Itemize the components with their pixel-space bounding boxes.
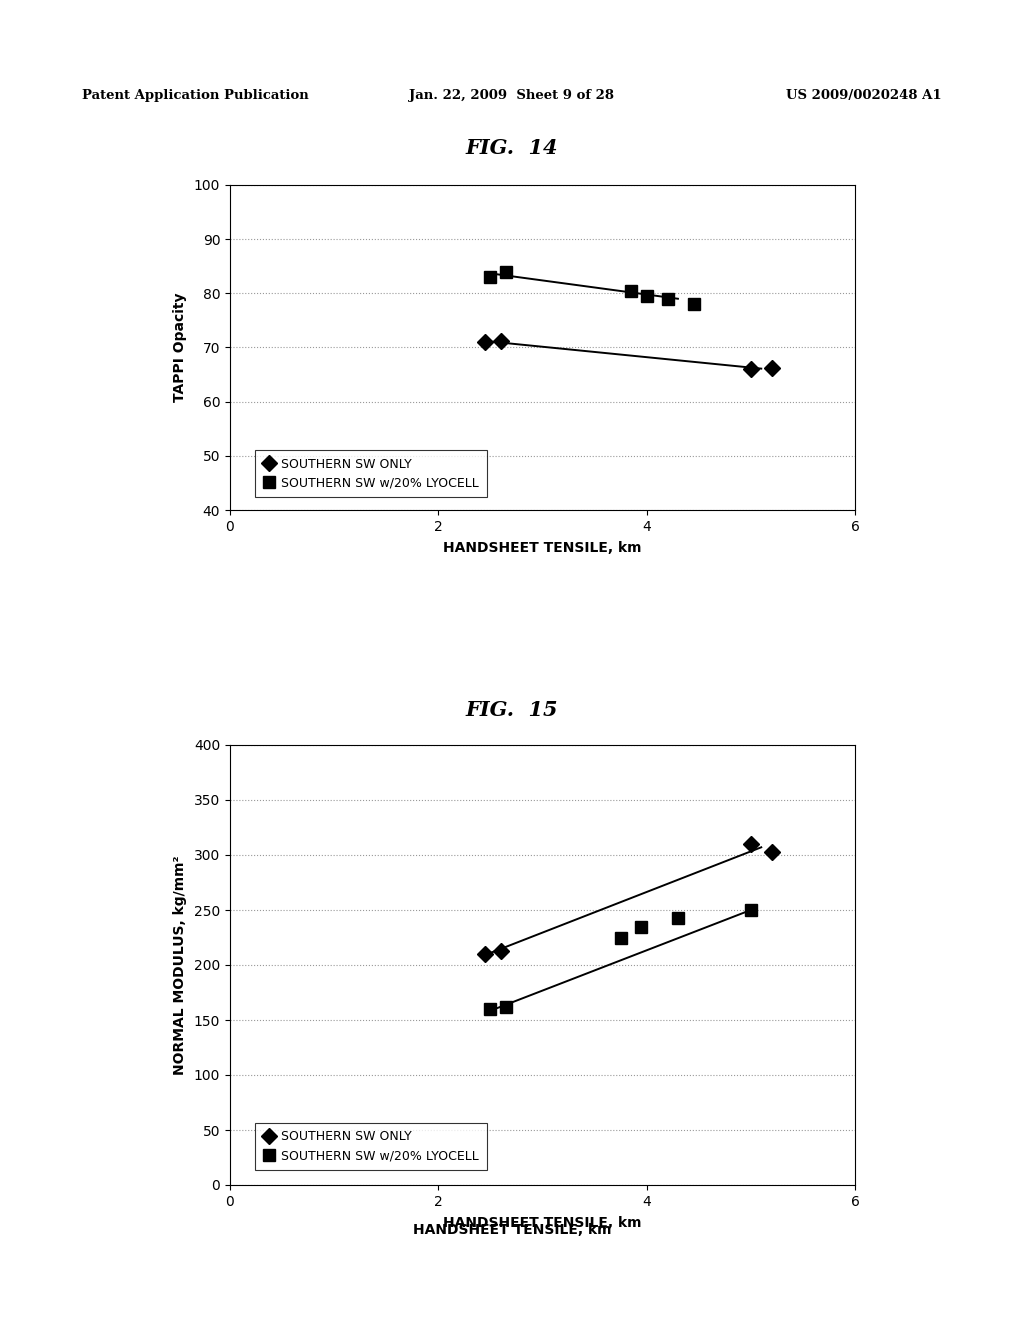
SOUTHERN SW w/20% LYOCELL — [662, 290, 674, 306]
X-axis label: HANDSHEET TENSILE, km: HANDSHEET TENSILE, km — [443, 1216, 642, 1230]
SOUTHERN SW w/20% LYOCELL — [614, 929, 627, 945]
SOUTHERN SW ONLY — [744, 836, 757, 851]
Line: SOUTHERN SW ONLY: SOUTHERN SW ONLY — [479, 838, 777, 960]
Legend: SOUTHERN SW ONLY, SOUTHERN SW w/20% LYOCELL: SOUTHERN SW ONLY, SOUTHERN SW w/20% LYOC… — [255, 450, 486, 498]
SOUTHERN SW ONLY — [479, 946, 492, 962]
SOUTHERN SW w/20% LYOCELL — [500, 264, 512, 280]
SOUTHERN SW ONLY — [744, 362, 757, 378]
SOUTHERN SW w/20% LYOCELL — [641, 288, 653, 304]
SOUTHERN SW w/20% LYOCELL — [672, 909, 684, 925]
SOUTHERN SW w/20% LYOCELL — [744, 902, 757, 917]
Legend: SOUTHERN SW ONLY, SOUTHERN SW w/20% LYOCELL: SOUTHERN SW ONLY, SOUTHERN SW w/20% LYOC… — [255, 1123, 486, 1170]
SOUTHERN SW ONLY — [495, 333, 507, 348]
Text: US 2009/0020248 A1: US 2009/0020248 A1 — [786, 88, 942, 102]
SOUTHERN SW ONLY — [766, 843, 778, 859]
Y-axis label: NORMAL MODULUS, kg/mm²: NORMAL MODULUS, kg/mm² — [173, 855, 187, 1074]
Line: SOUTHERN SW w/20% LYOCELL: SOUTHERN SW w/20% LYOCELL — [484, 904, 757, 1015]
Text: Jan. 22, 2009  Sheet 9 of 28: Jan. 22, 2009 Sheet 9 of 28 — [410, 88, 614, 102]
SOUTHERN SW ONLY — [479, 334, 492, 350]
SOUTHERN SW w/20% LYOCELL — [484, 1001, 497, 1016]
Y-axis label: TAPPI Opacity: TAPPI Opacity — [173, 293, 187, 403]
Line: SOUTHERN SW ONLY: SOUTHERN SW ONLY — [479, 335, 777, 375]
SOUTHERN SW w/20% LYOCELL — [500, 999, 512, 1015]
Text: FIG.  14: FIG. 14 — [466, 139, 558, 158]
Text: HANDSHEET TENSILE, km: HANDSHEET TENSILE, km — [413, 1224, 611, 1237]
Text: FIG.  15: FIG. 15 — [466, 700, 558, 719]
Line: SOUTHERN SW w/20% LYOCELL: SOUTHERN SW w/20% LYOCELL — [484, 267, 699, 310]
SOUTHERN SW ONLY — [766, 360, 778, 376]
SOUTHERN SW w/20% LYOCELL — [687, 296, 699, 312]
SOUTHERN SW ONLY — [495, 942, 507, 958]
Text: Patent Application Publication: Patent Application Publication — [82, 88, 308, 102]
SOUTHERN SW w/20% LYOCELL — [625, 282, 637, 298]
SOUTHERN SW w/20% LYOCELL — [484, 269, 497, 285]
X-axis label: HANDSHEET TENSILE, km: HANDSHEET TENSILE, km — [443, 541, 642, 554]
SOUTHERN SW w/20% LYOCELL — [635, 919, 647, 935]
